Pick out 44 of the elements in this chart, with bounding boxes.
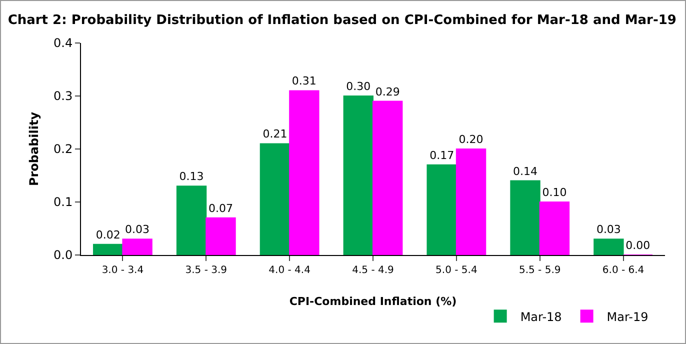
bar [456, 148, 486, 255]
bar [539, 202, 570, 255]
y-tick-label: 0.2 [54, 142, 73, 156]
legend-label: Mar-19 [606, 310, 648, 324]
bar [594, 238, 624, 255]
bar [93, 244, 124, 255]
data-label: 0.03 [125, 223, 150, 236]
x-tick-label: 4.5 - 4.9 [352, 265, 394, 276]
bar [426, 164, 457, 255]
bar [343, 96, 374, 255]
data-label: 0.10 [542, 186, 567, 199]
y-tick-label: 0.3 [54, 89, 73, 104]
x-tick-label: 4.0 - 4.4 [268, 265, 310, 276]
data-label: 0.31 [292, 74, 316, 88]
data-label: 0.14 [513, 164, 538, 178]
bar [122, 238, 152, 255]
bar [206, 217, 236, 255]
bar [176, 186, 207, 255]
bar [372, 100, 403, 255]
chart-title: Chart 2: Probability Distribution of Inflation based on CPI-Combined for Mar-18 and Mar-19 [8, 12, 676, 28]
data-label: 0.03 [596, 223, 621, 236]
data-label: 0.29 [375, 85, 400, 98]
bar [260, 143, 290, 255]
data-label: 0.02 [96, 228, 120, 242]
y-axis-title: Probability [26, 112, 41, 186]
x-tick-label: 3.5 - 3.9 [185, 265, 228, 276]
x-tick-label: 5.0 - 5.4 [436, 265, 478, 276]
bar [289, 90, 320, 255]
data-label: 0.17 [430, 148, 454, 162]
data-label: 0.20 [458, 133, 484, 146]
x-tick-label: 5.5 - 5.9 [518, 265, 561, 276]
data-label: 0.13 [179, 170, 204, 184]
x-axis-title: CPI-Combined Inflation (%) [289, 295, 457, 308]
data-label: 0.07 [208, 202, 233, 215]
bar [510, 180, 540, 255]
x-tick-label: 3.0 - 3.4 [102, 265, 144, 276]
y-tick-label: 0.0 [54, 248, 73, 262]
legend-label: Mar-18 [520, 310, 562, 324]
data-label: 0.30 [346, 80, 371, 93]
y-tick-label: 0.4 [54, 36, 73, 50]
y-tick-label: 0.1 [54, 195, 73, 210]
data-label: 0.21 [262, 128, 288, 141]
data-label: 0.00 [626, 239, 650, 252]
x-tick-label: 6.0 - 6.4 [602, 265, 644, 276]
